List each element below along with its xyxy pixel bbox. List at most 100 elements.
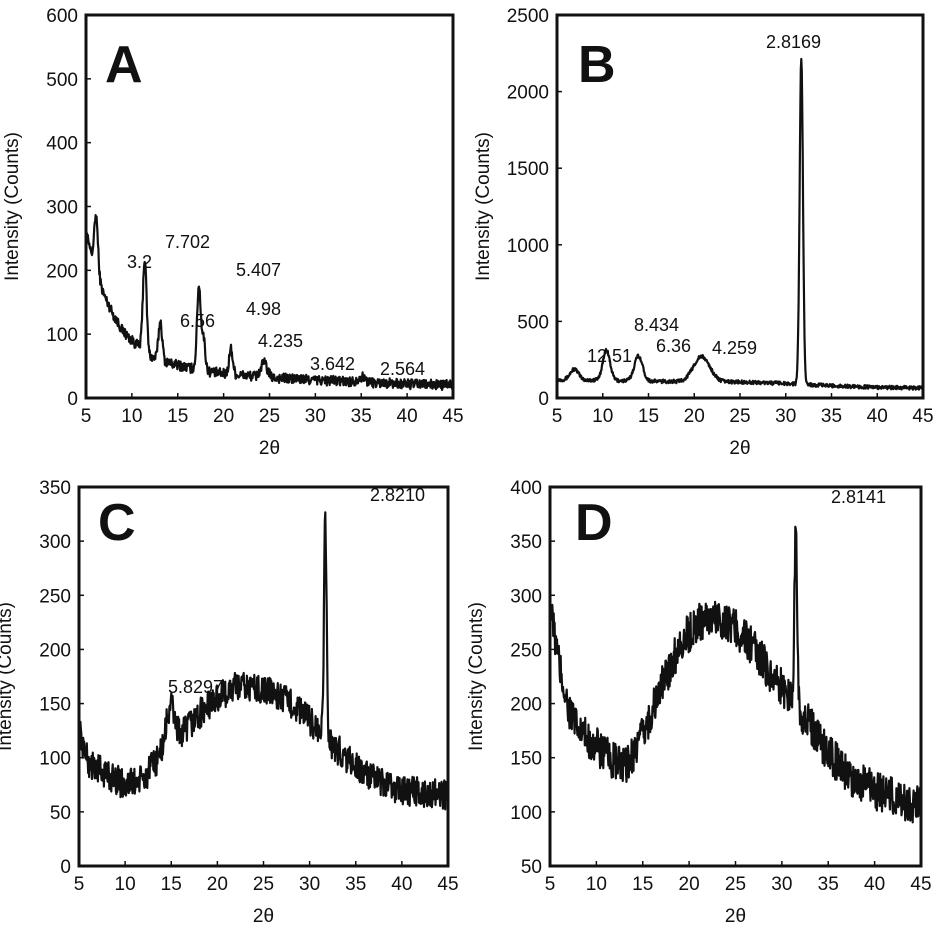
y-axis-title: Intensity (Counts) xyxy=(0,602,16,751)
peak-label: 6.36 xyxy=(656,336,691,356)
x-tick-label: 20 xyxy=(679,874,700,895)
x-tick-label: 5 xyxy=(81,406,92,427)
peak-label: 12.51 xyxy=(587,346,632,366)
x-tick-label: 15 xyxy=(167,406,188,427)
chart-panel-c: 5 10 15 20 25 30 35 40 45 0 50 100 150 200 250 300 350 2θ… xyxy=(0,478,459,927)
y-tick-label: 2000 xyxy=(507,83,549,104)
y-tick-label: 400 xyxy=(510,478,542,499)
y-tick-label: 100 xyxy=(46,325,78,346)
y-tick-label: 100 xyxy=(39,749,71,770)
x-tick-label: 35 xyxy=(821,406,842,427)
panel-letter: C xyxy=(98,494,136,552)
peak-label: 2.8141 xyxy=(831,487,886,507)
peak-label: 6.56 xyxy=(180,311,215,331)
x-tick-label: 10 xyxy=(592,406,613,427)
y-tick-label: 300 xyxy=(39,532,71,553)
y-tick-label: 0 xyxy=(60,857,71,878)
y-tick-label: 600 xyxy=(46,6,78,27)
chart-panel-b: 5 10 15 20 25 30 35 40 45 0 500 1000 1500 2000 2500 2θ I… xyxy=(473,6,934,459)
x-tick-label: 45 xyxy=(442,406,463,427)
x-tick-label: 45 xyxy=(437,874,458,895)
y-tick-label: 200 xyxy=(39,640,71,661)
y-tick-label: 150 xyxy=(39,695,71,716)
x-tick-label: 40 xyxy=(397,406,418,427)
y-tick-label: 350 xyxy=(39,478,71,499)
y-tick-label: 200 xyxy=(510,695,542,716)
peak-label: 5.407 xyxy=(236,260,281,280)
y-tick-label: 250 xyxy=(39,586,71,607)
x-tick-label: 5 xyxy=(552,406,563,427)
y-tick-label: 200 xyxy=(46,261,78,282)
x-axis-title: 2θ xyxy=(725,906,746,927)
panel-letter: D xyxy=(575,494,613,552)
x-tick-label: 40 xyxy=(867,406,888,427)
x-tick-label: 5 xyxy=(74,874,85,895)
x-tick-label: 25 xyxy=(253,874,274,895)
y-tick-label: 0 xyxy=(538,389,549,410)
y-tick-label: 100 xyxy=(510,803,542,824)
x-tick-label: 15 xyxy=(638,406,659,427)
x-tick-label: 30 xyxy=(775,406,796,427)
x-tick-label: 25 xyxy=(725,874,746,895)
xrd-trace xyxy=(557,57,923,391)
peak-label: 3.642 xyxy=(310,354,355,374)
y-tick-label: 400 xyxy=(46,134,78,155)
x-tick-label: 30 xyxy=(299,874,320,895)
y-tick-label: 500 xyxy=(517,312,549,333)
x-tick-label: 15 xyxy=(161,874,182,895)
x-tick-label: 5 xyxy=(545,874,556,895)
y-tick-label: 250 xyxy=(510,640,542,661)
peak-label: 5.8297 xyxy=(168,677,223,697)
y-tick-label: 2500 xyxy=(507,6,549,27)
x-tick-label: 30 xyxy=(305,406,326,427)
x-tick-label: 25 xyxy=(259,406,280,427)
x-tick-label: 10 xyxy=(115,874,136,895)
x-tick-label: 45 xyxy=(912,406,933,427)
peak-label: 2.8210 xyxy=(370,485,425,505)
y-axis-title: Intensity (Counts) xyxy=(473,132,494,281)
x-tick-label: 35 xyxy=(351,406,372,427)
x-tick-label: 35 xyxy=(818,874,839,895)
y-tick-label: 1500 xyxy=(507,159,549,180)
y-tick-label: 300 xyxy=(46,198,78,219)
y-tick-label: 350 xyxy=(510,532,542,553)
x-axis-title: 2θ xyxy=(259,438,280,459)
peak-label: 8.434 xyxy=(634,315,679,335)
x-tick-label: 40 xyxy=(391,874,412,895)
x-tick-label: 15 xyxy=(632,874,653,895)
y-tick-label: 0 xyxy=(67,389,78,410)
x-tick-label: 20 xyxy=(684,406,705,427)
chart-panel-a: 5 10 15 20 25 30 35 40 45 0 100 200 300 400 500 600 2θ In… xyxy=(2,6,464,459)
y-tick-label: 300 xyxy=(510,586,542,607)
x-tick-label: 40 xyxy=(864,874,885,895)
x-tick-label: 20 xyxy=(213,406,234,427)
xrd-trace xyxy=(79,511,448,811)
x-axis-title: 2θ xyxy=(729,438,750,459)
y-tick-label: 500 xyxy=(46,70,78,91)
chart-panel-d: 5 10 15 20 25 30 35 40 45 50 100 150 200 250 300 350 400… xyxy=(466,478,932,927)
peak-label: 4.98 xyxy=(246,299,281,319)
y-axis-title: Intensity (Counts) xyxy=(466,602,487,751)
x-tick-label: 10 xyxy=(121,406,142,427)
peak-label: 7.702 xyxy=(165,232,210,252)
peak-label: 2.8169 xyxy=(766,32,821,52)
x-tick-label: 45 xyxy=(910,874,931,895)
x-tick-label: 30 xyxy=(771,874,792,895)
y-tick-label: 50 xyxy=(50,803,71,824)
peak-label: 2.564 xyxy=(380,359,425,379)
xrd-trace xyxy=(86,214,453,391)
peak-label: 3.2 xyxy=(127,252,152,272)
peak-label: 4.259 xyxy=(712,338,757,358)
peak-label: 4.235 xyxy=(258,331,303,351)
panel-letter: B xyxy=(578,36,616,94)
xrd-trace xyxy=(550,525,921,824)
panel-letter: A xyxy=(105,36,143,94)
y-tick-label: 150 xyxy=(510,749,542,770)
y-axis-title: Intensity (Counts) xyxy=(2,132,23,281)
y-tick-label: 50 xyxy=(521,857,542,878)
x-axis-title: 2θ xyxy=(253,906,274,927)
x-tick-label: 25 xyxy=(729,406,750,427)
x-tick-label: 35 xyxy=(345,874,366,895)
x-tick-label: 10 xyxy=(586,874,607,895)
